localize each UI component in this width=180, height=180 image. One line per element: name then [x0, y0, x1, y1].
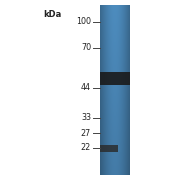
Text: 27: 27 [81, 129, 91, 138]
Bar [100, 71, 130, 84]
Bar [100, 145, 118, 152]
Text: kDa: kDa [44, 10, 62, 19]
Text: 22: 22 [81, 143, 91, 152]
Text: 100: 100 [76, 17, 91, 26]
Text: 33: 33 [81, 114, 91, 123]
Text: 70: 70 [81, 44, 91, 53]
Text: 44: 44 [81, 84, 91, 93]
